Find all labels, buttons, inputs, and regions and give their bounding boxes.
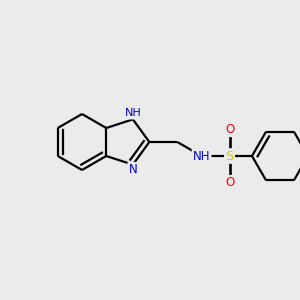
Text: S: S bbox=[225, 149, 234, 163]
Text: O: O bbox=[225, 123, 234, 136]
Text: NH: NH bbox=[124, 108, 141, 118]
Text: N: N bbox=[128, 163, 137, 176]
Text: NH: NH bbox=[193, 149, 210, 163]
Text: O: O bbox=[225, 176, 234, 189]
